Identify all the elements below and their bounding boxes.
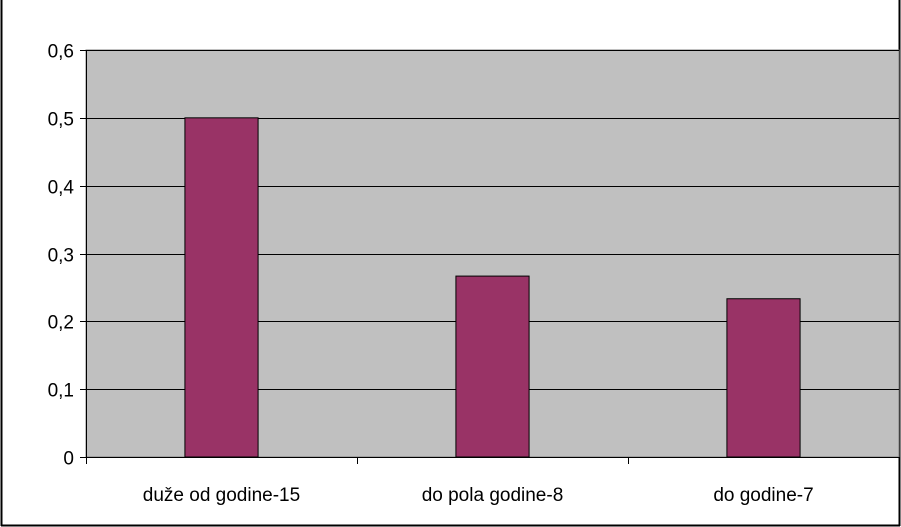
y-tick-label: 0,1 [48,381,74,402]
y-tick-label: 0 [63,449,74,470]
y-tick-label: 0,2 [48,313,74,334]
y-tick-label: 0,6 [48,42,74,63]
x-category-label: do godine-7 [713,485,813,506]
y-tick-label: 0,3 [48,246,74,267]
bar [184,117,259,458]
bar [455,275,530,458]
x-category-label: do pola godine-8 [422,485,564,506]
bar [726,298,801,458]
y-tick-label: 0,5 [48,110,74,131]
x-category-label: duže od godine-15 [143,485,300,506]
y-tick-label: 0,4 [48,178,75,199]
plot-area: 0 0,1 0,2 0,3 0,4 0,5 0,6 duže od godine-15 do p… [48,42,900,506]
